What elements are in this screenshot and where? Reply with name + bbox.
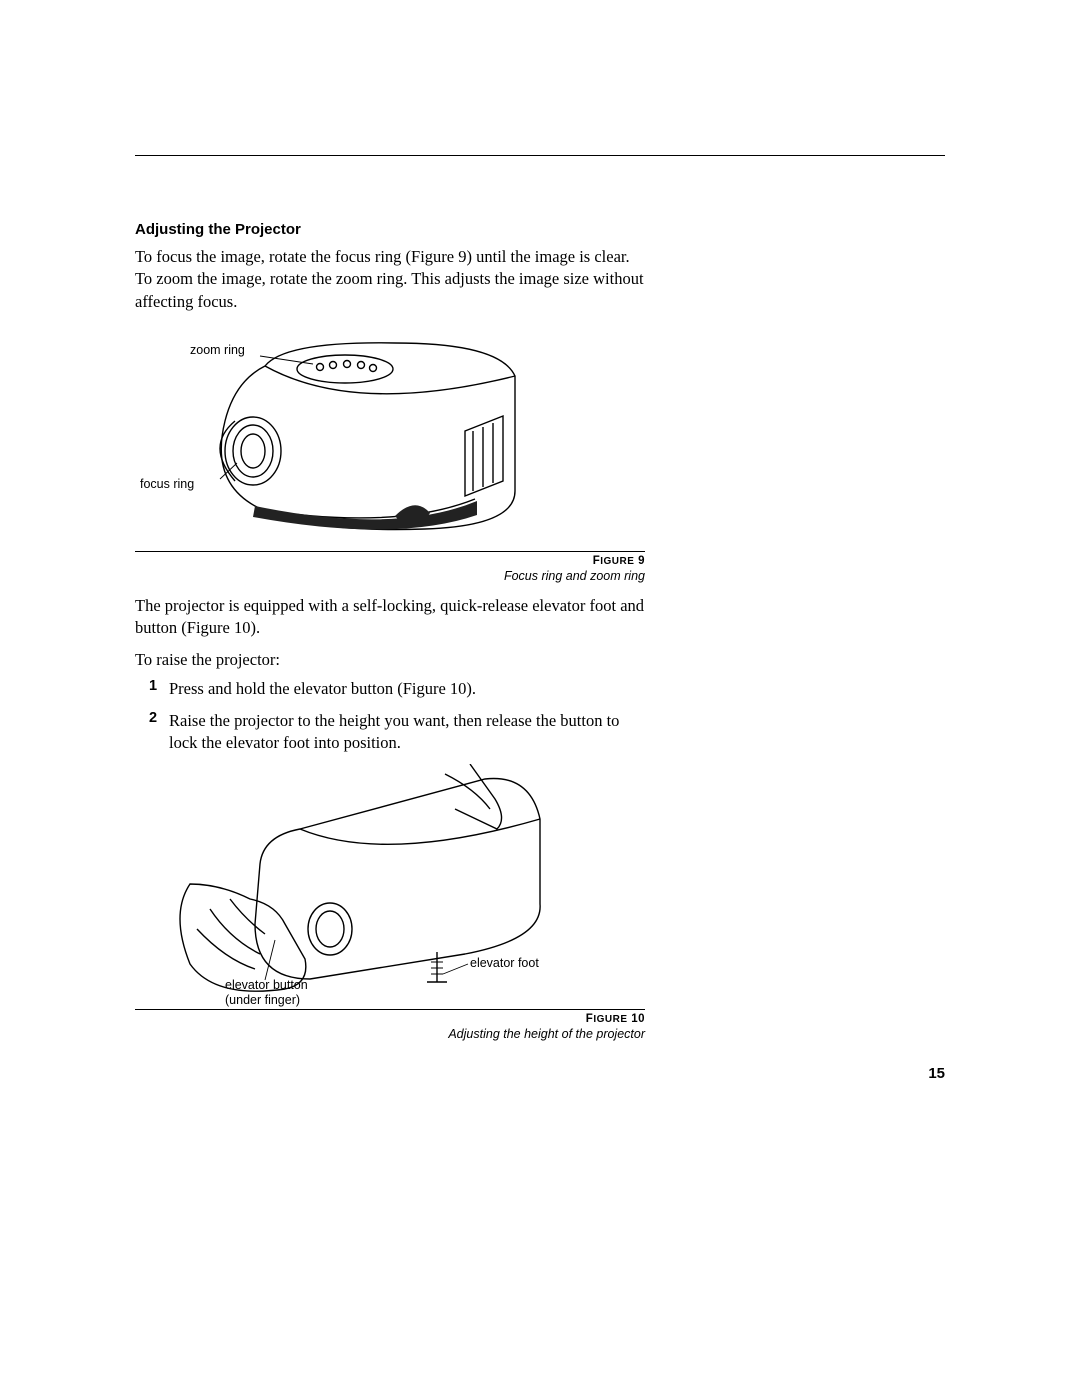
list-item: 2 Raise the projector to the height you …: [149, 710, 645, 755]
figure-9: zoom ring focus ring FIGURE 9 Focus ring…: [135, 321, 645, 583]
step-number: 2: [149, 710, 169, 755]
fig-rest: IGURE: [600, 556, 634, 567]
intro-paragraph: To focus the image, rotate the focus rin…: [135, 246, 645, 313]
fig-rest: IGURE: [593, 1014, 627, 1025]
figure-10-caption: Adjusting the height of the projector: [135, 1027, 645, 1041]
paragraph-2: The projector is equipped with a self-lo…: [135, 595, 645, 640]
figure-9-rule: [135, 551, 645, 552]
main-column: Adjusting the Projector To focus the ima…: [135, 221, 645, 1041]
step-text: Raise the projector to the height you wa…: [169, 710, 645, 755]
elevator-foot-label: elevator foot: [470, 956, 539, 971]
elevator-button-label-l2: (under finger): [225, 993, 300, 1007]
figure-9-number: FIGURE 9: [135, 555, 645, 567]
elevator-button-label: elevator button (under finger): [225, 978, 308, 1008]
figure-10-rule: [135, 1009, 645, 1010]
figure-10-caption-block: FIGURE 10 Adjusting the height of the pr…: [135, 1013, 645, 1041]
hands-projector-line-art: [135, 764, 645, 1009]
figure-9-caption: Focus ring and zoom ring: [135, 569, 645, 583]
step-text: Press and hold the elevator button (Figu…: [169, 678, 476, 700]
figure-9-image: zoom ring focus ring: [135, 321, 645, 551]
step-number: 1: [149, 678, 169, 700]
figure-10-image: elevator foot elevator button (under fin…: [135, 764, 645, 1009]
page-number: 15: [928, 1065, 945, 1082]
elevator-button-label-l1: elevator button: [225, 978, 308, 992]
zoom-ring-label: zoom ring: [190, 343, 245, 357]
figure-10-number: FIGURE 10: [135, 1013, 645, 1025]
figure-9-caption-block: FIGURE 9 Focus ring and zoom ring: [135, 555, 645, 583]
page-content: Adjusting the Projector To focus the ima…: [135, 155, 945, 1053]
focus-ring-label: focus ring: [140, 477, 194, 491]
paragraph-3: To raise the projector:: [135, 649, 645, 671]
fig-num: 9: [638, 555, 645, 567]
list-item: 1 Press and hold the elevator button (Fi…: [149, 678, 645, 700]
section-heading: Adjusting the Projector: [135, 221, 645, 238]
top-rule: [135, 155, 945, 156]
figure-10: elevator foot elevator button (under fin…: [135, 764, 645, 1041]
fig-num: 10: [631, 1013, 645, 1025]
